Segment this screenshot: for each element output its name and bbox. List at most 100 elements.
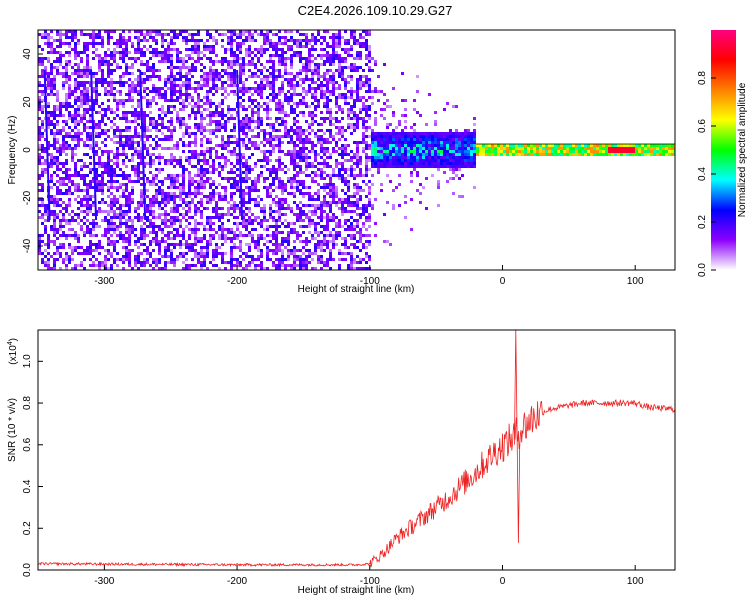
spectrogram-cell — [260, 264, 263, 267]
spectrogram-cell — [140, 201, 143, 204]
spectrogram-cell — [323, 171, 326, 174]
spectrogram-cell — [368, 51, 371, 54]
spectrogram-cell — [308, 84, 311, 87]
spectrogram-cell — [281, 240, 284, 243]
spectrogram-cell — [224, 123, 227, 126]
spectrogram-cell — [338, 138, 341, 141]
spectrogram-cell — [350, 123, 353, 126]
spectrogram-cell — [158, 252, 161, 255]
spectrogram-cell — [266, 192, 269, 195]
spectrogram-cell — [353, 129, 356, 132]
spectrogram-cell — [170, 195, 173, 198]
spectrogram-cell — [281, 249, 284, 252]
spectrogram-cell — [329, 219, 332, 222]
spectrogram-cell — [113, 57, 116, 60]
spectrogram-cell — [56, 138, 59, 141]
spectrogram-cell — [308, 174, 311, 177]
spectrogram-cell — [332, 60, 335, 63]
spectrogram-cell — [329, 129, 332, 132]
spectrogram-cell — [257, 87, 260, 90]
spectrogram-cell — [359, 228, 362, 231]
spectrogram-cell — [89, 114, 92, 117]
spectrogram-cell — [344, 171, 347, 174]
spectrogram-cell — [62, 66, 65, 69]
spectrogram-cell — [272, 33, 275, 36]
spectrogram-cell — [317, 66, 320, 69]
spectrogram-cell — [197, 60, 200, 63]
spectrogram-cell — [179, 108, 182, 111]
spectrogram-cell — [257, 216, 260, 219]
spectrogram-cell — [185, 219, 188, 222]
spectrogram-cell — [371, 138, 374, 141]
spectrogram-cell — [347, 42, 350, 45]
spectrogram-cell — [146, 150, 149, 153]
spectrogram-cell — [161, 117, 164, 120]
spectrogram-cell — [218, 60, 221, 63]
spectrogram-cell — [164, 159, 167, 162]
spectrogram-cell — [374, 159, 377, 162]
spectrogram-cell — [230, 129, 233, 132]
spectrogram-cell — [80, 228, 83, 231]
spectrogram-cell — [218, 207, 221, 210]
spectrogram-cell — [284, 207, 287, 210]
spectrogram-cell — [296, 249, 299, 252]
spectrogram-cell — [200, 117, 203, 120]
spectrogram-cell — [257, 180, 260, 183]
spectrogram-cell — [233, 60, 236, 63]
spectrogram-cell — [149, 111, 152, 114]
spectrogram-cell — [332, 150, 335, 153]
spectrogram-cell — [149, 153, 152, 156]
spectrogram-cell — [146, 69, 149, 72]
spectrogram-cell — [38, 132, 41, 135]
spectrogram-cell — [317, 195, 320, 198]
spectrogram-cell — [350, 156, 353, 159]
spectrogram-cell — [353, 162, 356, 165]
spectrogram-cell — [185, 123, 188, 126]
spectrogram-cell — [284, 96, 287, 99]
spectrogram-cell — [83, 66, 86, 69]
spectrogram-cell — [155, 42, 158, 45]
spectrogram-cell — [38, 75, 41, 78]
spectrogram-cell — [188, 174, 191, 177]
spectrogram-cell — [92, 177, 95, 180]
spectrogram-cell — [98, 165, 101, 168]
spectrogram-cell — [269, 258, 272, 261]
spectrogram-cell — [77, 264, 80, 267]
spectrogram-cell — [257, 132, 260, 135]
spectrogram-cell — [296, 216, 299, 219]
spectrogram-cell — [305, 57, 308, 60]
spectrogram-cell — [161, 156, 164, 159]
spectrogram-cell — [197, 183, 200, 186]
spectrogram-cell — [176, 33, 179, 36]
spectrogram-cell — [68, 117, 71, 120]
spectrogram-cell — [224, 228, 227, 231]
spectrogram-cell — [326, 105, 329, 108]
spectrogram-cell — [107, 240, 110, 243]
spectrogram-cell — [128, 225, 131, 228]
spectrogram-cell — [341, 189, 344, 192]
spectrogram-cell — [248, 168, 251, 171]
spectrogram-cell — [218, 165, 221, 168]
spectrogram-cell — [215, 84, 218, 87]
spectrogram-cell — [338, 45, 341, 48]
spectrogram-cell — [116, 102, 119, 105]
spectrogram-cell — [146, 210, 149, 213]
spectrogram-cell — [200, 174, 203, 177]
spectrogram-cell — [53, 222, 56, 225]
spectrogram-cell — [365, 216, 368, 219]
spectrogram-cell — [167, 186, 170, 189]
spectrogram-cell — [212, 63, 215, 66]
spectrogram-cell — [299, 132, 302, 135]
spectrogram-cell — [248, 96, 251, 99]
spectrogram-cell — [50, 111, 53, 114]
spectrogram-cell — [218, 267, 221, 270]
spectrogram-cell — [125, 72, 128, 75]
spectrogram-cell — [59, 36, 62, 39]
spectrogram-cell — [332, 42, 335, 45]
spectrogram-cell — [143, 63, 146, 66]
spectrogram-cell — [206, 243, 209, 246]
spectrogram-cell — [290, 66, 293, 69]
spectrogram-cell — [188, 96, 191, 99]
spectrogram-cell — [158, 96, 161, 99]
spectrogram-cell — [359, 174, 362, 177]
